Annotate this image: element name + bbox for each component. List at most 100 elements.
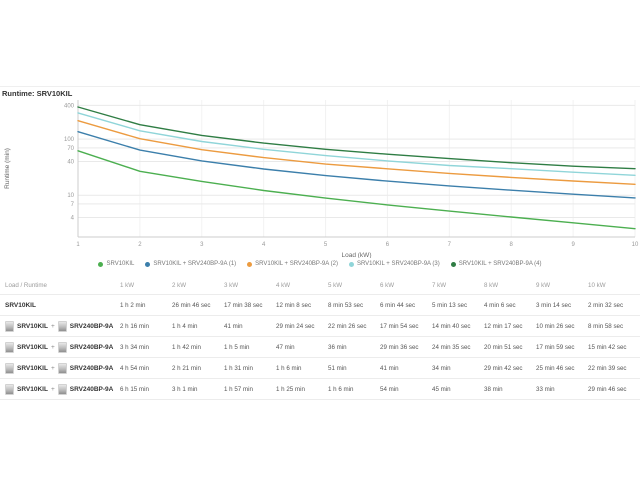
- product-thumbnail-icon: [5, 383, 14, 395]
- row-label-cell: SRV10KIL + SRV240BP-9A: [0, 362, 120, 374]
- y-tick-label: 400: [64, 103, 75, 109]
- runtime-cell: 47 min: [276, 343, 295, 351]
- runtime-curve: [77, 120, 636, 186]
- header-kw-column: 1 kW: [120, 281, 135, 289]
- x-tick-label: 2: [138, 242, 142, 248]
- runtime-cell: 1 h 42 min: [172, 343, 201, 351]
- runtime-table: Load / Runtime 1 kW 2 kW 3 kW 4 kW 5 kW 6 kW 7 …: [0, 276, 640, 400]
- runtime-curve: [77, 112, 636, 177]
- runtime-cell: 6 h 15 min: [120, 385, 149, 393]
- runtime-cell: 4 min 6 sec: [484, 301, 516, 309]
- header-kw-column: 10 kW: [588, 281, 606, 289]
- product-link[interactable]: SRV10KIL: [5, 301, 36, 309]
- product-link[interactable]: SRV10KIL: [17, 322, 48, 330]
- runtime-cell: 3 min 14 sec: [536, 301, 572, 309]
- legend-item[interactable]: SRV10KIL + SRV240BP-9A (4): [450, 261, 542, 267]
- legend-item[interactable]: SRV10KIL: [98, 261, 134, 267]
- x-tick-label: 3: [200, 242, 204, 248]
- product-link[interactable]: SRV240BP-9A: [69, 364, 114, 372]
- y-tick-label: 10: [67, 193, 74, 199]
- runtime-cell: 10 min 26 sec: [536, 322, 575, 330]
- section-divider: [0, 86, 640, 87]
- header-load-runtime: Load / Runtime: [5, 281, 47, 289]
- legend-label: SRV10KIL + SRV240BP-9A (2): [255, 261, 338, 267]
- runtime-cell: 5 min 13 sec: [432, 301, 468, 309]
- product-link[interactable]: SRV10KIL: [17, 385, 48, 393]
- product-thumbnail-icon: [57, 362, 67, 374]
- runtime-cell: 12 min 17 sec: [484, 322, 523, 330]
- runtime-cell: 38 min: [484, 385, 503, 393]
- runtime-cell: 1 h 4 min: [172, 322, 198, 330]
- table-row: SRV10KIL + SRV240BP-9A 2 h 16 min 1 h 4 min 4…: [0, 316, 640, 337]
- runtime-cell: 2 h 16 min: [120, 322, 149, 330]
- legend-item[interactable]: SRV10KIL + SRV240BP-9A (2): [247, 261, 338, 267]
- legend-label: SRV10KIL + SRV240BP-9A (4): [458, 261, 542, 267]
- x-tick-label: 5: [324, 242, 328, 248]
- header-kw-column: 7 kW: [432, 281, 447, 289]
- legend-dot-icon: [98, 261, 104, 267]
- chart-legend: SRV10KIL SRV10KIL + SRV240BP-9A (1) SRV10K…: [0, 259, 640, 269]
- x-tick-label: 9: [571, 242, 575, 248]
- runtime-cell: 54 min: [380, 385, 399, 393]
- runtime-cell: 41 min: [380, 364, 399, 372]
- runtime-cell: 34 min: [432, 364, 451, 372]
- runtime-cell: 12 min 8 sec: [276, 301, 312, 309]
- x-tick-label: 10: [632, 242, 639, 248]
- runtime-cell: 22 min 26 sec: [328, 322, 367, 330]
- runtime-cell: 22 min 39 sec: [588, 364, 627, 372]
- product-link[interactable]: SRV10KIL: [17, 343, 48, 351]
- product-thumbnail-icon: [5, 320, 14, 332]
- runtime-cell: 1 h 6 min: [276, 364, 302, 372]
- row-label-cell: SRV10KIL + SRV240BP-9A: [0, 320, 120, 332]
- product-link[interactable]: SRV240BP-9A: [69, 322, 114, 330]
- legend-dot-icon: [247, 261, 253, 267]
- row-label-cell: SRV10KIL + SRV240BP-9A: [0, 383, 120, 395]
- product-thumbnail-icon: [5, 341, 14, 353]
- legend-item[interactable]: SRV10KIL + SRV240BP-9A (3): [348, 261, 440, 267]
- runtime-cell: 29 min 46 sec: [588, 385, 627, 393]
- legend-dot-icon: [450, 261, 456, 267]
- runtime-cell: 2 h 21 min: [172, 364, 201, 372]
- table-row: SRV10KIL 1 h 2 min 26 min 46 sec 17 min 38 …: [0, 295, 640, 316]
- legend-dot-icon: [145, 261, 151, 267]
- runtime-cell: 17 min 54 sec: [380, 322, 419, 330]
- product-link[interactable]: SRV240BP-9A: [69, 343, 114, 351]
- y-axis-label: Runtime (min): [4, 148, 11, 189]
- y-tick-label: 4: [71, 216, 75, 222]
- legend-label: SRV10KIL: [106, 261, 135, 267]
- runtime-cell: 1 h 6 min: [328, 385, 354, 393]
- y-tick-label: 70: [67, 146, 74, 152]
- runtime-chart: 400 100 70 40 10 7 4 1 2 3 4 5 6 7 8 9 10 Load (kW) Runtim…: [4, 100, 639, 258]
- product-thumbnail-icon: [57, 320, 67, 332]
- runtime-cell: 20 min 51 sec: [484, 343, 523, 351]
- runtime-cell: 2 min 32 sec: [588, 301, 624, 309]
- product-link[interactable]: SRV10KIL: [17, 364, 48, 372]
- chart-title: Runtime: SRV10KIL: [2, 89, 73, 98]
- runtime-cell: 33 min: [536, 385, 555, 393]
- runtime-cell: 51 min: [328, 364, 347, 372]
- header-kw-column: 5 kW: [328, 281, 343, 289]
- runtime-cell: 1 h 2 min: [120, 301, 146, 309]
- runtime-cell: 1 h 57 min: [224, 385, 253, 393]
- x-axis-label: Load (kW): [342, 252, 372, 258]
- runtime-cell: 4 h 54 min: [120, 364, 149, 372]
- table-row: SRV10KIL + SRV240BP-9A 3 h 34 min 1 h 42 min…: [0, 337, 640, 358]
- runtime-cell: 29 min 24 sec: [276, 322, 315, 330]
- table-row: SRV10KIL + SRV240BP-9A 4 h 54 min 2 h 21 min…: [0, 358, 640, 379]
- runtime-cell: 6 min 44 sec: [380, 301, 416, 309]
- table-row: SRV10KIL + SRV240BP-9A 6 h 15 min 3 h 1 min 1…: [0, 379, 640, 400]
- product-link[interactable]: SRV240BP-9A: [69, 385, 114, 393]
- legend-dot-icon: [348, 261, 354, 267]
- x-tick-label: 6: [386, 242, 390, 248]
- runtime-cell: 1 h 25 min: [276, 385, 305, 393]
- runtime-cell: 26 min 46 sec: [172, 301, 211, 309]
- legend-item[interactable]: SRV10KIL + SRV240BP-9A (1): [145, 261, 236, 267]
- runtime-cell: 14 min 40 sec: [432, 322, 471, 330]
- x-tick-label: 8: [510, 242, 514, 248]
- runtime-cell: 29 min 42 sec: [484, 364, 523, 372]
- x-tick-label: 1: [76, 242, 80, 248]
- y-tick-label: 40: [67, 159, 74, 165]
- runtime-curve: [77, 106, 636, 170]
- y-tick-label: 100: [64, 137, 75, 143]
